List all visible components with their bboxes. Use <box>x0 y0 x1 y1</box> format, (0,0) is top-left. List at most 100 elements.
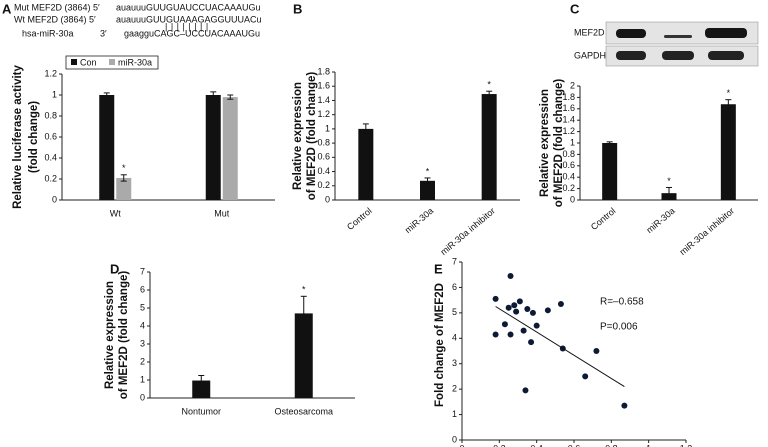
panel-letter: B <box>293 1 302 16</box>
y-tick-label: 4 <box>452 333 457 343</box>
legend-label: miR-30a <box>118 57 152 67</box>
y-tick-label: 0.2 <box>317 180 330 190</box>
x-tick-label: miR-30a <box>403 206 435 236</box>
y-tick-label: 0.2 <box>44 173 57 183</box>
x-tick-label: Mut <box>214 208 230 218</box>
point <box>507 331 514 338</box>
y-axis-label: Fold change of MEF2D <box>434 283 446 407</box>
y-tick-label: 1.6 <box>562 103 575 113</box>
bar <box>481 94 497 200</box>
x-tick-label: Control <box>345 206 374 232</box>
blot-label: MEF2D <box>574 27 605 37</box>
error-bar <box>486 90 493 98</box>
legend-swatch <box>71 59 77 65</box>
point <box>513 308 520 315</box>
x-tick-label: 0 <box>459 443 464 447</box>
point <box>507 272 514 279</box>
y-tick-label: 0 <box>52 194 57 204</box>
error-bar <box>198 375 205 387</box>
stat-annotation: P=0.006 <box>600 322 638 333</box>
panel-letter: D <box>110 261 119 276</box>
point <box>516 298 523 305</box>
error-bar <box>103 92 110 98</box>
y-tick-label: 3 <box>140 338 145 348</box>
x-tick-label: miR-30a inhibitor <box>678 206 737 257</box>
bar <box>116 177 132 200</box>
y-tick-label: 1 <box>52 89 57 99</box>
error-bar <box>362 123 369 135</box>
y-tick-label: 0.8 <box>562 149 575 159</box>
bar <box>99 95 115 200</box>
point <box>582 373 589 380</box>
significance: * <box>667 176 671 186</box>
error-bar <box>227 94 234 100</box>
blot-label: GAPDH <box>574 50 606 60</box>
bar <box>294 313 313 398</box>
y-axis-label: (fold change) <box>28 101 40 173</box>
y-tick-label: 5 <box>452 307 457 317</box>
point <box>544 307 551 314</box>
y-tick-label: 1.2 <box>317 109 330 119</box>
point <box>492 331 499 338</box>
sequence: auauuuGUUGUAUCCUACAAAUGu <box>116 2 261 12</box>
y-tick-label: 6 <box>452 282 457 292</box>
point <box>593 348 600 354</box>
y-tick-label: 1 <box>452 409 457 419</box>
y-tick-label: 0 <box>325 194 330 204</box>
significance: * <box>487 80 491 90</box>
y-axis-label: of MEF2D (fold change) <box>306 72 318 201</box>
y-tick-label: 0.6 <box>317 152 330 162</box>
sequence-label: Wt MEF2D (3864) 5′ <box>14 14 96 24</box>
y-tick-label: 7 <box>140 266 145 276</box>
x-tick-label: Control <box>589 206 618 232</box>
point <box>522 387 529 394</box>
y-tick-label: 5 <box>140 302 145 312</box>
y-tick-label: 0.2 <box>562 183 575 193</box>
point <box>524 306 531 313</box>
y-axis-label: of MEF2D (fold change) <box>553 79 565 208</box>
y-tick-label: 0.4 <box>317 166 330 176</box>
x-tick-label: miR-30a <box>644 206 676 236</box>
fit-line <box>495 306 625 388</box>
x-tick-label: miR-30a inhibitor <box>438 206 497 257</box>
bar <box>420 180 435 200</box>
panel-letter: C <box>570 1 580 16</box>
point <box>529 309 536 316</box>
y-tick-label: 0.4 <box>562 172 575 182</box>
y-tick-label: 3 <box>452 358 457 368</box>
error-bar <box>300 295 307 331</box>
point <box>511 302 518 309</box>
y-tick-label: 0 <box>452 434 457 444</box>
y-axis-label: Relative luciferase activity <box>12 64 24 208</box>
error-bar <box>210 91 217 99</box>
bar <box>192 380 211 398</box>
y-tick-label: 6 <box>140 284 145 294</box>
point <box>528 339 535 346</box>
significance: * <box>302 285 306 295</box>
y-tick-label: 1.2 <box>44 68 57 78</box>
y-tick-label: 0.8 <box>44 110 57 120</box>
y-tick-label: 1.8 <box>562 92 575 102</box>
significance: * <box>426 166 430 176</box>
bar <box>720 104 736 200</box>
y-tick-label: 1.8 <box>317 66 330 76</box>
y-tick-label: 0 <box>570 194 575 204</box>
point <box>501 321 508 328</box>
point <box>520 327 527 334</box>
y-tick-label: 1.4 <box>562 115 575 125</box>
y-axis-label: of MEF2D (fold change) <box>118 271 130 400</box>
sequence: auauuuGUUGUAAAGAGGUUUACu <box>116 14 262 24</box>
y-tick-label: 7 <box>452 256 457 266</box>
y-tick-label: 0 <box>140 392 145 402</box>
bar <box>205 95 221 200</box>
y-tick-label: 2 <box>570 80 575 90</box>
pairing-bars: | | | | | | | | <box>165 21 209 31</box>
panel-letter: A <box>2 1 12 16</box>
sequence: gaagguCAGC–UCCUACAAAUGu <box>124 28 260 38</box>
bar <box>222 97 238 200</box>
significance: * <box>122 163 126 173</box>
y-axis-label: Relative expression <box>292 82 304 190</box>
y-tick-label: 0.6 <box>562 160 575 170</box>
western-blot <box>605 21 759 67</box>
